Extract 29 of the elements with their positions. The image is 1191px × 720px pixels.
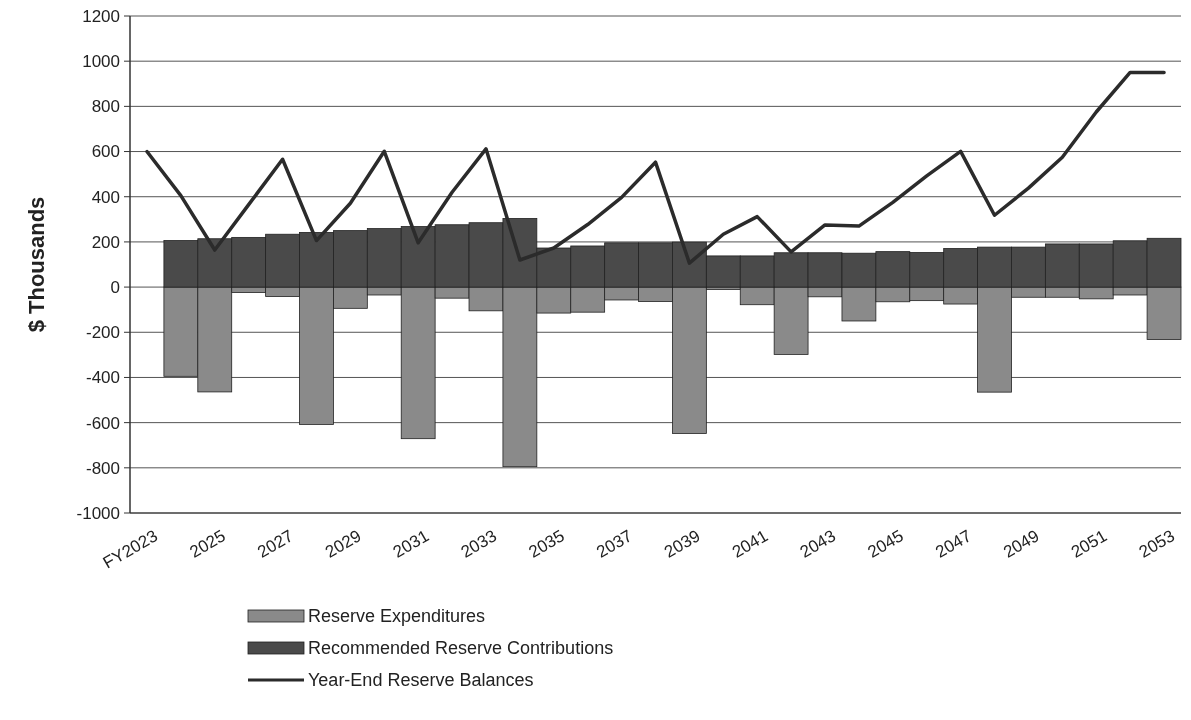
y-tick-label: 200: [91, 232, 120, 252]
x-tick-label: 2041: [728, 526, 772, 562]
x-tick-label: 2051: [1067, 526, 1111, 562]
y-axis-title: $ Thousands: [24, 196, 49, 333]
y-tick-label: -200: [85, 323, 120, 343]
x-tick-label: 2053: [1135, 526, 1178, 562]
x-tick-label: 2049: [1000, 526, 1043, 562]
x-tick-label: 2045: [864, 526, 907, 562]
x-tick-label: 2039: [661, 526, 704, 562]
x-tick-label: 2031: [389, 526, 433, 562]
y-tick-label: 800: [91, 97, 120, 117]
y-tick-label: -600: [85, 413, 120, 433]
x-tick-label: 2033: [457, 526, 500, 562]
x-tick-label: 2025: [186, 526, 229, 562]
y-tick-label: 1000: [82, 52, 120, 72]
legend-label: Recommended Reserve Contributions: [308, 638, 614, 659]
y-tick-label: 0: [110, 278, 120, 298]
y-tick-label: 1200: [82, 6, 120, 26]
x-tick-label: 2029: [322, 526, 365, 562]
x-tick-label: 2043: [796, 526, 839, 562]
x-tick-label: 2035: [525, 526, 568, 562]
legend-label: Reserve Expenditures: [308, 606, 486, 627]
y-tick-label: -1000: [76, 503, 120, 523]
legend-label: Year-End Reserve Balances: [308, 670, 534, 691]
x-tick-label: 2047: [932, 526, 975, 562]
y-tick-label: 400: [91, 187, 120, 207]
y-tick-label: -400: [85, 368, 120, 388]
y-tick-label: 600: [91, 142, 120, 162]
y-tick-label: -800: [85, 458, 120, 478]
